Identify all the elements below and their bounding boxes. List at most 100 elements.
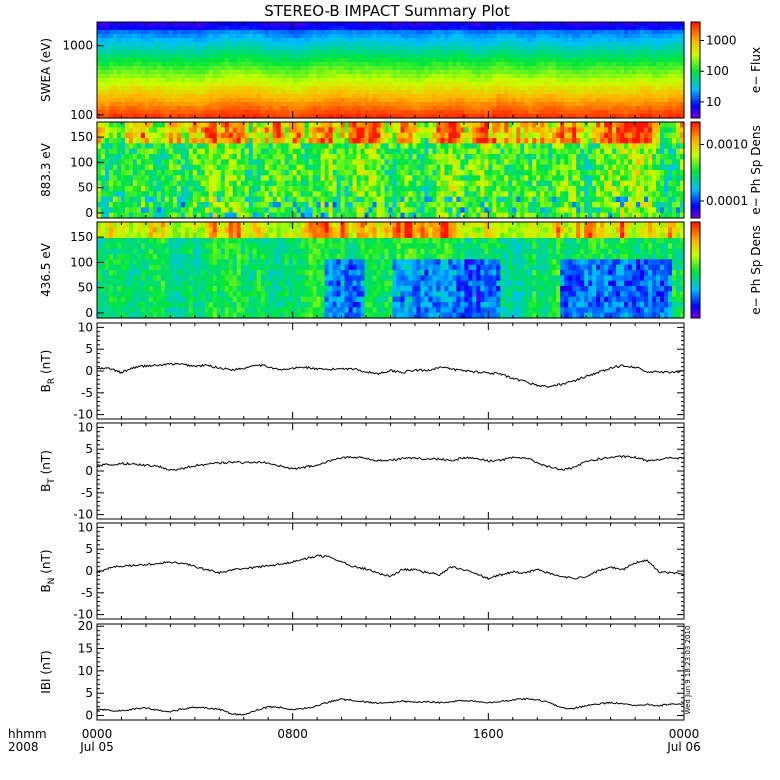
heatmap-cell (644, 82, 649, 87)
heatmap-cell (404, 66, 410, 71)
heatmap-cell (176, 66, 182, 71)
heatmap-cell (136, 110, 142, 115)
heatmap-cell (492, 114, 497, 119)
heatmap-cell (200, 186, 206, 192)
heatmap-cell (192, 110, 198, 115)
heatmap-cell (148, 34, 154, 39)
heatmap-cell (640, 110, 645, 115)
heatmap-cell (372, 106, 378, 111)
heatmap-cell (184, 26, 190, 31)
heatmap-cell (192, 102, 198, 107)
heatmap-cell (204, 102, 210, 107)
heatmap-cell (584, 30, 589, 35)
heatmap-cell (152, 86, 158, 91)
heatmap-cell (268, 106, 274, 111)
heatmap-cell (108, 212, 114, 219)
heatmap-cell (97, 58, 102, 63)
heatmap-cell (140, 78, 146, 83)
heatmap-cell (360, 132, 366, 139)
heatmap-cell (396, 98, 402, 103)
heatmap-cell (244, 196, 250, 203)
heatmap-cell (364, 34, 370, 39)
heatmap-cell (440, 54, 445, 59)
heatmap-cell (168, 127, 174, 134)
heatmap-cell (200, 175, 206, 182)
heatmap-cell (588, 86, 593, 91)
heatmap-cell (140, 54, 146, 59)
heatmap-cell (284, 102, 290, 107)
heatmap-cell (132, 202, 138, 208)
heatmap-cell (220, 143, 226, 150)
heatmap-cell (484, 98, 489, 103)
heatmap-cell (136, 159, 142, 166)
heatmap-cell (112, 34, 118, 39)
heatmap-cell (188, 78, 194, 83)
heatmap-cell (276, 186, 282, 192)
heatmap-cell (112, 42, 118, 47)
heatmap-cell (380, 90, 386, 95)
heatmap-cell (396, 212, 402, 219)
heatmap-cell (280, 207, 286, 214)
heatmap-cell (176, 212, 182, 219)
heatmap-cell (372, 159, 378, 166)
heatmap-cell (188, 148, 194, 155)
heatmap-cell (184, 94, 190, 99)
heatmap-cell (180, 159, 186, 166)
heatmap-cell (404, 98, 410, 103)
heatmap-cell (212, 138, 218, 144)
heatmap-swea (97, 22, 685, 119)
heatmap-cell (612, 54, 617, 59)
heatmap-cell (620, 74, 625, 79)
heatmap-cell (332, 159, 338, 166)
heatmap-cell (228, 154, 234, 160)
heatmap-cell (412, 42, 418, 47)
heatmap-cell (332, 148, 338, 155)
heatmap-cell (248, 154, 254, 160)
heatmap-cell (300, 86, 306, 91)
heatmap-cell (632, 58, 637, 63)
heatmap-cell (376, 50, 382, 55)
heatmap-cell (336, 74, 342, 79)
heatmap-cell (432, 62, 438, 67)
heatmap-cell (204, 30, 210, 35)
heatmap-cell (97, 212, 102, 219)
heatmap-cell (468, 22, 473, 27)
heatmap-cell (316, 82, 322, 87)
heatmap-cell (204, 138, 210, 144)
heatmap-cell (672, 62, 677, 67)
heatmap-cell (344, 22, 350, 27)
heatmap-cell (388, 186, 394, 192)
heatmap-cell (196, 94, 202, 99)
heatmap-cell (568, 54, 573, 59)
heatmap-cell (680, 50, 685, 55)
heatmap-cell (308, 86, 314, 91)
heatmap-cell (456, 54, 461, 59)
heatmap-cell (216, 98, 222, 103)
heatmap-cell (188, 70, 194, 75)
heatmap-cell (348, 170, 354, 176)
heatmap-cell (356, 114, 362, 119)
heatmap-cell (224, 110, 230, 115)
heatmap-cell (320, 212, 326, 219)
heatmap-cell (564, 34, 569, 39)
heatmap-cell (404, 46, 410, 51)
heatmap-cell (408, 30, 414, 35)
heatmap-cell (412, 110, 418, 115)
heatmap-cell (520, 66, 525, 71)
heatmap-cell (176, 127, 182, 134)
heatmap-cell (564, 74, 569, 79)
heatmap-cell (652, 78, 657, 83)
heatmap-cell (372, 191, 378, 198)
heatmap-cell (456, 98, 461, 103)
heatmap-cell (280, 30, 286, 35)
heatmap-cell (648, 58, 653, 63)
heatmap-cell (464, 78, 469, 83)
heatmap-cell (672, 98, 677, 103)
heatmap-cell (520, 30, 525, 35)
heatmap-cell (384, 38, 390, 43)
heatmap-cell (316, 114, 322, 119)
heatmap-cell (224, 170, 230, 176)
heatmap-cell (108, 180, 114, 187)
heatmap-cell (336, 154, 342, 160)
heatmap-cell (412, 98, 418, 103)
